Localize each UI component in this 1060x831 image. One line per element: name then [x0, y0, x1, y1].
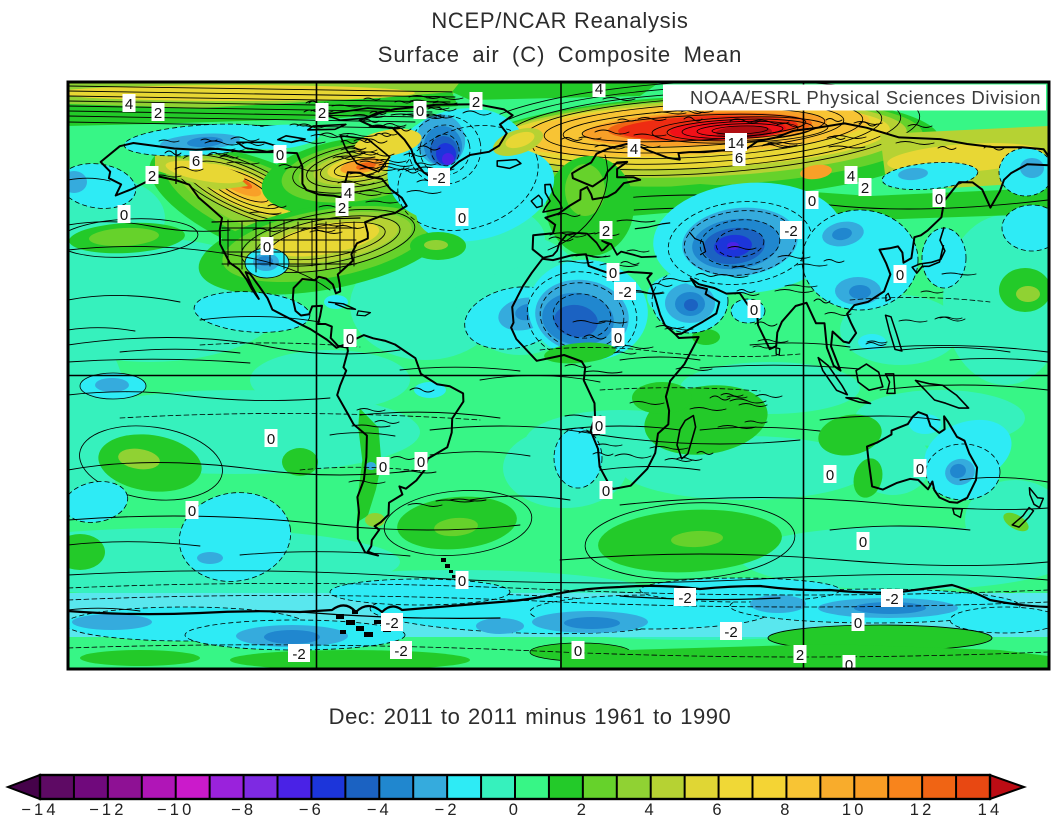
svg-text:NCEP/NCAR Reanalysis: NCEP/NCAR Reanalysis: [431, 8, 688, 33]
svg-text:Dec: 2011 to 2011 minus 1961 t: Dec: 2011 to 2011 minus 1961 to 1990: [329, 704, 732, 729]
svg-text:0: 0: [346, 331, 354, 348]
svg-text:2: 2: [338, 200, 346, 217]
svg-text:14: 14: [978, 801, 1003, 819]
svg-text:−12: −12: [89, 801, 127, 819]
svg-text:10: 10: [842, 801, 867, 819]
svg-text:0: 0: [859, 534, 867, 551]
svg-text:0: 0: [574, 643, 582, 660]
svg-text:0: 0: [263, 239, 271, 256]
svg-text:4: 4: [344, 185, 352, 202]
svg-text:2: 2: [148, 168, 156, 185]
svg-text:0: 0: [609, 265, 617, 282]
svg-text:0: 0: [416, 103, 424, 120]
svg-text:2: 2: [861, 180, 869, 197]
svg-text:6: 6: [712, 801, 724, 819]
svg-text:2: 2: [796, 647, 804, 664]
svg-text:-2: -2: [724, 624, 737, 641]
svg-text:0: 0: [896, 267, 904, 284]
svg-text:0: 0: [120, 207, 128, 224]
svg-text:0: 0: [379, 459, 387, 476]
svg-text:4: 4: [595, 81, 603, 98]
svg-text:0: 0: [458, 210, 466, 227]
svg-text:-2: -2: [432, 170, 445, 187]
svg-text:0: 0: [267, 431, 275, 448]
svg-text:-2: -2: [784, 223, 797, 240]
svg-text:6: 6: [192, 153, 200, 170]
svg-text:−8: −8: [231, 801, 256, 819]
svg-text:Surface air (C) Composite Mean: Surface air (C) Composite Mean: [378, 42, 742, 67]
svg-text:−4: −4: [367, 801, 392, 819]
svg-text:0: 0: [916, 461, 924, 478]
svg-text:14: 14: [728, 135, 745, 152]
svg-text:0: 0: [602, 483, 610, 500]
svg-text:0: 0: [509, 801, 521, 819]
svg-text:4: 4: [645, 801, 657, 819]
svg-text:−2: −2: [434, 801, 459, 819]
svg-text:NOAA/ESRL Physical Sciences Di: NOAA/ESRL Physical Sciences Division: [690, 87, 1041, 108]
svg-text:0: 0: [458, 573, 466, 590]
svg-text:8: 8: [780, 801, 792, 819]
svg-text:4: 4: [125, 96, 133, 113]
svg-text:-2: -2: [292, 646, 305, 663]
svg-text:0: 0: [845, 657, 853, 674]
svg-text:0: 0: [614, 330, 622, 347]
svg-text:4: 4: [630, 141, 638, 158]
svg-text:0: 0: [750, 302, 758, 319]
svg-text:-2: -2: [394, 643, 407, 660]
svg-text:0: 0: [935, 191, 943, 208]
svg-text:4: 4: [847, 168, 855, 185]
svg-text:2: 2: [154, 105, 162, 122]
svg-text:0: 0: [826, 467, 834, 484]
svg-text:0: 0: [808, 193, 816, 210]
svg-text:-2: -2: [885, 591, 898, 608]
svg-text:-2: -2: [678, 590, 691, 607]
svg-text:2: 2: [318, 105, 326, 122]
svg-text:-2: -2: [618, 284, 631, 301]
svg-text:−14: −14: [21, 801, 59, 819]
svg-text:0: 0: [854, 615, 862, 632]
svg-text:0: 0: [417, 454, 425, 471]
svg-text:2: 2: [577, 801, 589, 819]
svg-text:12: 12: [910, 801, 935, 819]
svg-text:-2: -2: [385, 615, 398, 632]
svg-text:−6: −6: [299, 801, 324, 819]
svg-text:2: 2: [602, 223, 610, 240]
svg-text:6: 6: [735, 150, 743, 167]
svg-text:−10: −10: [157, 801, 195, 819]
svg-text:0: 0: [595, 418, 603, 435]
svg-text:0: 0: [188, 503, 196, 520]
svg-text:0: 0: [276, 147, 284, 164]
svg-text:2: 2: [472, 94, 480, 111]
